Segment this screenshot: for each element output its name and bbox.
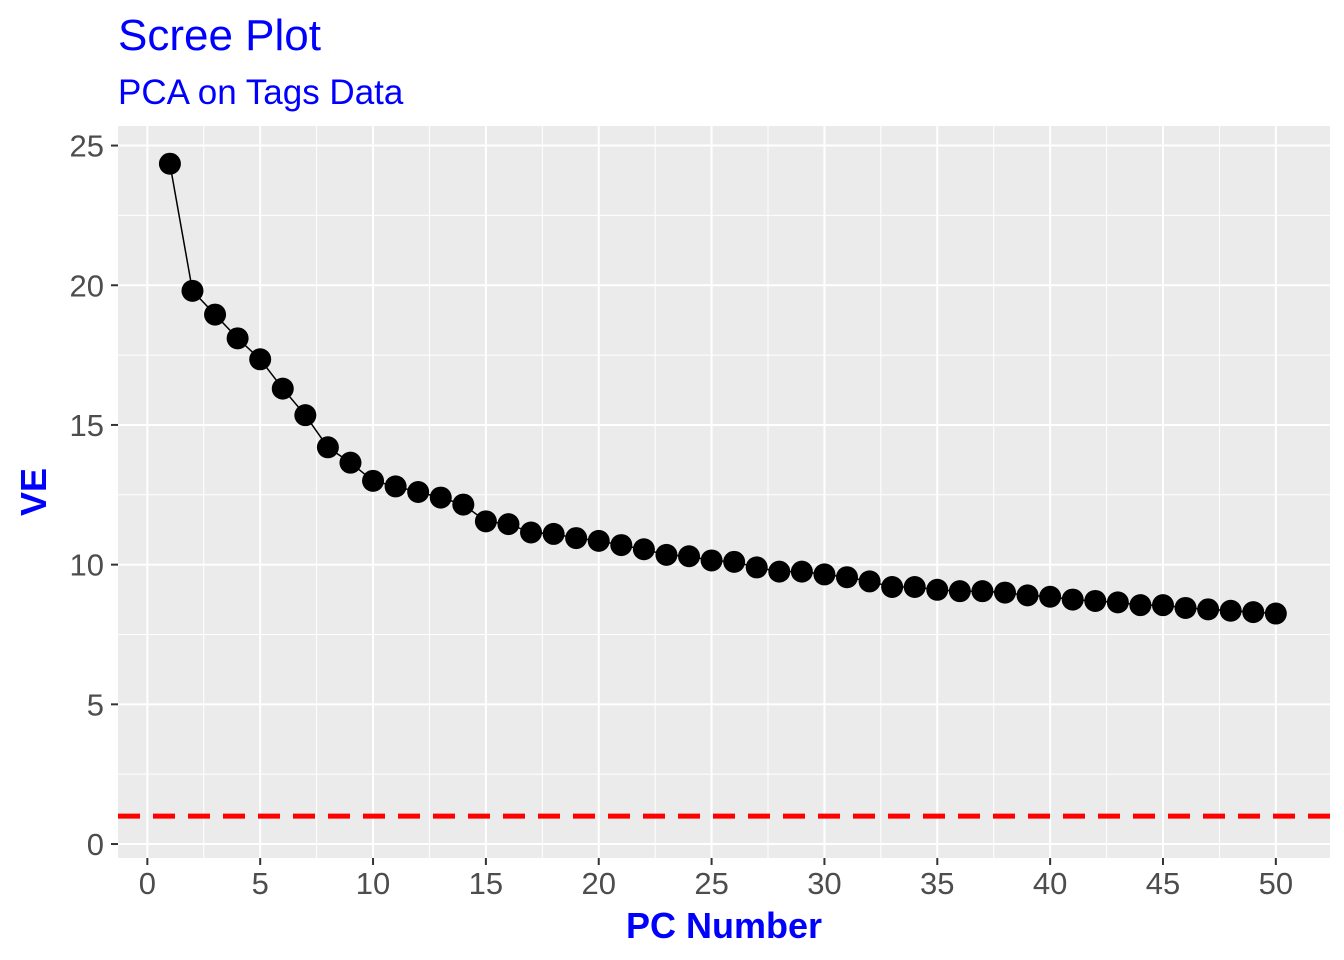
data-point	[542, 522, 565, 545]
data-point	[971, 580, 994, 603]
data-point	[768, 560, 791, 583]
x-tick-label: 35	[920, 866, 954, 901]
data-points	[158, 152, 1287, 625]
data-point	[474, 510, 497, 533]
data-point	[452, 493, 475, 516]
data-point	[497, 513, 520, 536]
y-tick-label: 15	[70, 408, 104, 443]
data-point	[993, 581, 1016, 604]
data-point	[1084, 589, 1107, 612]
data-point	[1129, 594, 1152, 617]
data-point	[204, 303, 227, 326]
data-point	[1039, 585, 1062, 608]
x-tick-label: 20	[581, 866, 615, 901]
x-tick-label: 25	[694, 866, 728, 901]
data-point	[1151, 594, 1174, 617]
chart-subtitle: PCA on Tags Data	[118, 73, 404, 112]
data-point	[362, 469, 385, 492]
x-tick-label: 30	[807, 866, 841, 901]
data-point	[384, 475, 407, 498]
data-point	[632, 538, 655, 561]
chart-title: Scree Plot	[118, 11, 321, 60]
y-axis: 0 5 10 15 20 25	[70, 129, 118, 862]
data-point	[226, 327, 249, 350]
x-axis-label: PC Number	[626, 905, 822, 946]
major-gridlines	[118, 126, 1330, 858]
data-point	[1219, 599, 1242, 622]
minor-gridlines	[118, 126, 1330, 858]
x-tick-label: 10	[356, 866, 390, 901]
data-point	[520, 521, 543, 544]
plot-panel	[118, 126, 1330, 858]
data-point	[1016, 584, 1039, 607]
y-tick-label: 20	[70, 268, 104, 303]
data-point	[1264, 602, 1287, 625]
data-point	[1106, 591, 1129, 614]
data-point	[790, 560, 813, 583]
x-tick-label: 45	[1146, 866, 1180, 901]
data-point	[429, 486, 452, 509]
x-tick-label: 0	[139, 866, 156, 901]
data-point	[339, 451, 362, 474]
data-point	[723, 550, 746, 573]
data-point	[903, 575, 926, 598]
data-point	[678, 545, 701, 568]
data-point	[836, 566, 859, 589]
data-point	[271, 377, 294, 400]
data-point	[700, 549, 723, 572]
data-point	[181, 279, 204, 302]
data-point	[565, 527, 588, 550]
data-point	[407, 481, 430, 503]
data-point	[249, 348, 272, 371]
y-tick-label: 5	[87, 687, 104, 722]
data-point	[294, 404, 317, 427]
data-point	[858, 570, 881, 593]
data-point	[745, 556, 768, 579]
x-tick-label: 40	[1033, 866, 1067, 901]
y-tick-label: 25	[70, 129, 104, 164]
data-point	[881, 575, 904, 598]
data-point	[1197, 598, 1220, 621]
data-point	[1174, 596, 1197, 619]
x-tick-label: 5	[252, 866, 269, 901]
data-point	[1061, 588, 1084, 611]
data-point	[158, 152, 181, 175]
data-point	[813, 563, 836, 586]
data-point	[926, 578, 949, 601]
x-tick-label: 50	[1259, 866, 1293, 901]
x-tick-label: 15	[469, 866, 503, 901]
data-point	[610, 534, 633, 557]
y-tick-label: 10	[70, 548, 104, 583]
data-point	[948, 580, 971, 603]
x-axis: 0 5 10 15 20 25 30 35 40 45 50	[139, 858, 1293, 901]
y-axis-label: VE	[13, 468, 54, 516]
data-point	[587, 529, 610, 552]
y-tick-label: 0	[87, 827, 104, 862]
data-point	[655, 543, 678, 566]
data-point	[316, 436, 339, 459]
data-point	[1242, 601, 1265, 624]
